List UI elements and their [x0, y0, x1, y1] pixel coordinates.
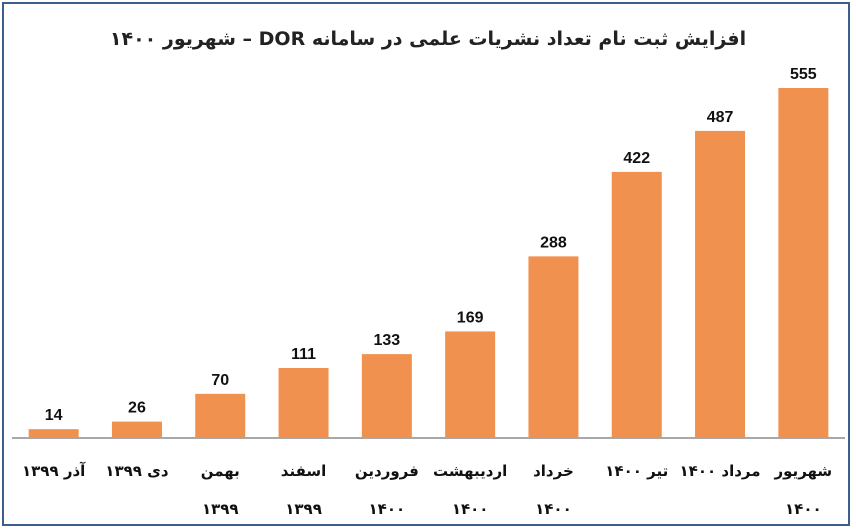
- bar-2: [195, 393, 246, 438]
- category-label-2-line-0: بهمن: [201, 462, 240, 480]
- data-label-7: 422: [623, 150, 650, 167]
- chart-title: افزایش ثبت نام تعداد نشریات علمی در ساما…: [109, 28, 747, 50]
- data-label-1: 26: [128, 400, 146, 417]
- category-label-8: مرداد ۱۴۰۰: [680, 462, 761, 480]
- data-label-3: 111: [291, 346, 316, 363]
- bar-9: [778, 88, 829, 438]
- category-label-5-line-1: ۱۴۰۰: [452, 500, 489, 518]
- data-label-8: 487: [707, 109, 734, 126]
- category-label-6-line-0: خرداد: [533, 462, 574, 480]
- bar-0: [28, 429, 79, 438]
- data-label-5: 169: [457, 309, 484, 326]
- bar-5: [445, 331, 496, 438]
- category-label-3-line-1: ۱۳۹۹: [285, 500, 322, 518]
- category-label-5-line-0: اردیبهشت: [433, 462, 507, 480]
- bar-6: [528, 256, 579, 438]
- category-label-3-line-0: اسفند: [281, 462, 326, 480]
- category-label-1: دی ۱۳۹۹: [105, 462, 169, 480]
- data-label-4: 133: [373, 332, 400, 349]
- category-label-0: آذر ۱۳۹۹: [22, 462, 86, 480]
- category-label-6-line-1: ۱۴۰۰: [535, 500, 572, 518]
- data-label-2: 70: [211, 372, 229, 389]
- bar-7: [611, 171, 662, 438]
- category-label-9-line-1: ۱۴۰۰: [785, 500, 822, 518]
- bar-3: [278, 368, 329, 438]
- category-label-4-line-0: فروردین: [355, 462, 419, 480]
- bar-4: [361, 354, 412, 438]
- category-label-2-line-1: ۱۳۹۹: [202, 500, 239, 518]
- category-label-9-line-0: شهریور: [774, 462, 833, 480]
- category-label-7: تیر ۱۴۰۰: [605, 462, 668, 480]
- bar-8: [695, 130, 746, 439]
- category-label-4-line-1: ۱۴۰۰: [369, 500, 406, 518]
- bar-1: [111, 421, 162, 438]
- data-label-6: 288: [540, 234, 567, 251]
- data-label-0: 14: [45, 407, 63, 424]
- data-label-9: 555: [790, 66, 817, 83]
